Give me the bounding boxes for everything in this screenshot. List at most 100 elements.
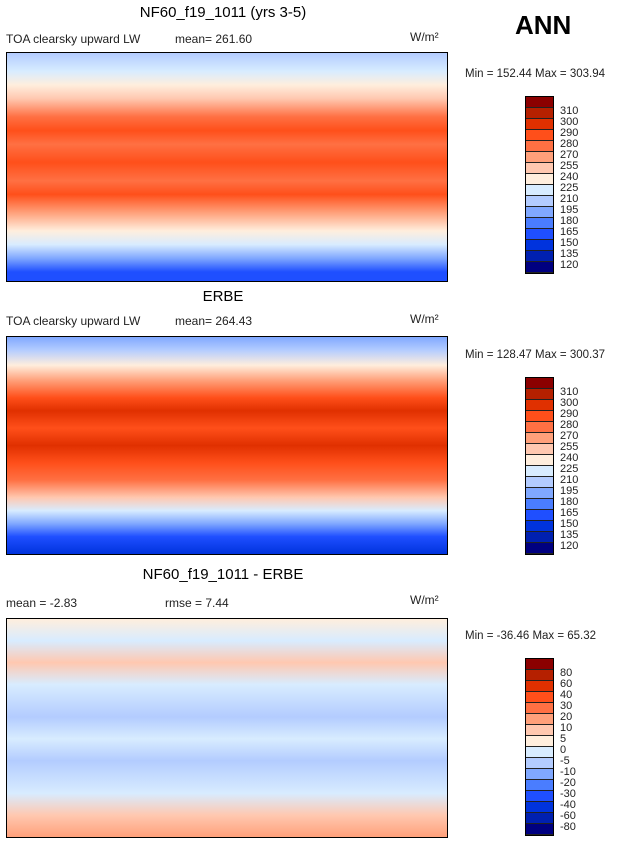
colorbar-tick-label: 120 <box>560 259 579 271</box>
colorbar-box <box>526 813 553 824</box>
colorbar-box <box>526 703 553 714</box>
colorbar-box <box>526 488 553 499</box>
panel3-title: NF60_f19_1011 - ERBE <box>142 566 304 583</box>
colorbar-tick-label: 135 <box>560 248 579 260</box>
colorbar-box <box>526 130 553 141</box>
colorbar-tick-label: 300 <box>560 397 579 409</box>
colorbar-tick-label: -60 <box>560 810 576 822</box>
panel3-minmax: Min = -36.46 Max = 65.32 <box>465 630 597 642</box>
colorbar-box <box>526 802 553 813</box>
panel2-mean: mean= 264.43 <box>175 314 253 328</box>
colorbar-tick-label: 165 <box>560 226 579 238</box>
colorbar-tick-label: 280 <box>560 419 579 431</box>
colorbar-box <box>526 229 553 240</box>
colorbar-box <box>526 714 553 725</box>
colorbar-box <box>526 108 553 119</box>
colorbar-box <box>526 389 553 400</box>
colorbar-box <box>526 659 553 670</box>
panel1-colorbar <box>525 96 554 274</box>
colorbar-box <box>526 510 553 521</box>
colorbar-box <box>526 152 553 163</box>
colorbar-tick-label: 255 <box>560 441 579 453</box>
panel2-minmax: Min = 128.47 Max = 300.37 <box>465 349 606 361</box>
colorbar-box <box>526 422 553 433</box>
colorbar-box <box>526 466 553 477</box>
colorbar-tick-label: 300 <box>560 116 579 128</box>
colorbar-box <box>526 499 553 510</box>
colorbar-box <box>526 444 553 455</box>
panel3-units: W/m² <box>410 593 439 607</box>
colorbar-box <box>526 141 553 152</box>
colorbar-box <box>526 251 553 262</box>
colorbar-tick-label: -30 <box>560 788 576 800</box>
colorbar-tick-label: 195 <box>560 204 579 216</box>
colorbar-tick-label: 60 <box>560 678 573 690</box>
colorbar-box <box>526 681 553 692</box>
colorbar-tick-label: 195 <box>560 485 579 497</box>
panel1-mean: mean= 261.60 <box>175 32 253 46</box>
colorbar-box <box>526 218 553 229</box>
colorbar-tick-label: 280 <box>560 138 579 150</box>
colorbar-tick-label: 210 <box>560 474 579 486</box>
colorbar-box <box>526 769 553 780</box>
colorbar-box <box>526 780 553 791</box>
colorbar-tick-label: 240 <box>560 452 579 464</box>
colorbar-tick-label: 310 <box>560 386 579 398</box>
colorbar-box <box>526 455 553 466</box>
panel2-colorbar <box>525 377 554 555</box>
colorbar-box <box>526 670 553 681</box>
colorbar-tick-label: 165 <box>560 507 579 519</box>
season-label: ANN <box>515 10 572 40</box>
colorbar-tick-label: -40 <box>560 799 576 811</box>
colorbar-tick-label: 270 <box>560 430 579 442</box>
colorbar-tick-label: 150 <box>560 237 579 249</box>
colorbar-tick-label: 5 <box>560 733 567 745</box>
colorbar-box <box>526 521 553 532</box>
colorbar-box <box>526 532 553 543</box>
panel1-variable: TOA clearsky upward LW <box>6 32 141 46</box>
colorbar-tick-label: -80 <box>560 821 576 833</box>
colorbar-box <box>526 758 553 769</box>
colorbar-tick-label: 290 <box>560 127 579 139</box>
colorbar-tick-label: -5 <box>560 755 570 767</box>
colorbar-box <box>526 378 553 389</box>
colorbar-tick-label: 290 <box>560 408 579 420</box>
panel2-title: ERBE <box>202 288 244 305</box>
colorbar-box <box>526 400 553 411</box>
colorbar-box <box>526 240 553 251</box>
panel2-units: W/m² <box>410 312 439 326</box>
colorbar-tick-label: 10 <box>560 722 573 734</box>
colorbar-box <box>526 174 553 185</box>
colorbar-tick-label: 40 <box>560 689 573 701</box>
colorbar-tick-label: 80 <box>560 667 573 679</box>
colorbar-box <box>526 433 553 444</box>
colorbar-box <box>526 163 553 174</box>
panel1-units: W/m² <box>410 30 439 44</box>
colorbar-box <box>526 543 553 554</box>
colorbar-tick-label: 20 <box>560 711 573 723</box>
colorbar-tick-label: 270 <box>560 149 579 161</box>
colorbar-tick-label: 225 <box>560 182 579 194</box>
colorbar-box <box>526 207 553 218</box>
colorbar-tick-label: 30 <box>560 700 573 712</box>
colorbar-tick-label: 120 <box>560 540 579 552</box>
colorbar-tick-label: 225 <box>560 463 579 475</box>
panel3-rmse: rmse = 7.44 <box>165 596 229 610</box>
colorbar-box <box>526 477 553 488</box>
colorbar-tick-label: 135 <box>560 529 579 541</box>
panel1-map <box>6 52 448 282</box>
panel3-map <box>6 618 448 838</box>
colorbar-box <box>526 262 553 273</box>
colorbar-tick-label: 180 <box>560 215 579 227</box>
colorbar-box <box>526 119 553 130</box>
colorbar-tick-label: 255 <box>560 160 579 172</box>
panel3-mean: mean = -2.83 <box>6 596 78 610</box>
colorbar-box <box>526 791 553 802</box>
colorbar-tick-label: 180 <box>560 496 579 508</box>
colorbar-tick-label: 210 <box>560 193 579 205</box>
colorbar-box <box>526 736 553 747</box>
panel1-minmax: Min = 152.44 Max = 303.94 <box>465 68 606 80</box>
colorbar-tick-label: 150 <box>560 518 579 530</box>
panel2-variable: TOA clearsky upward LW <box>6 314 141 328</box>
colorbar-box <box>526 196 553 207</box>
